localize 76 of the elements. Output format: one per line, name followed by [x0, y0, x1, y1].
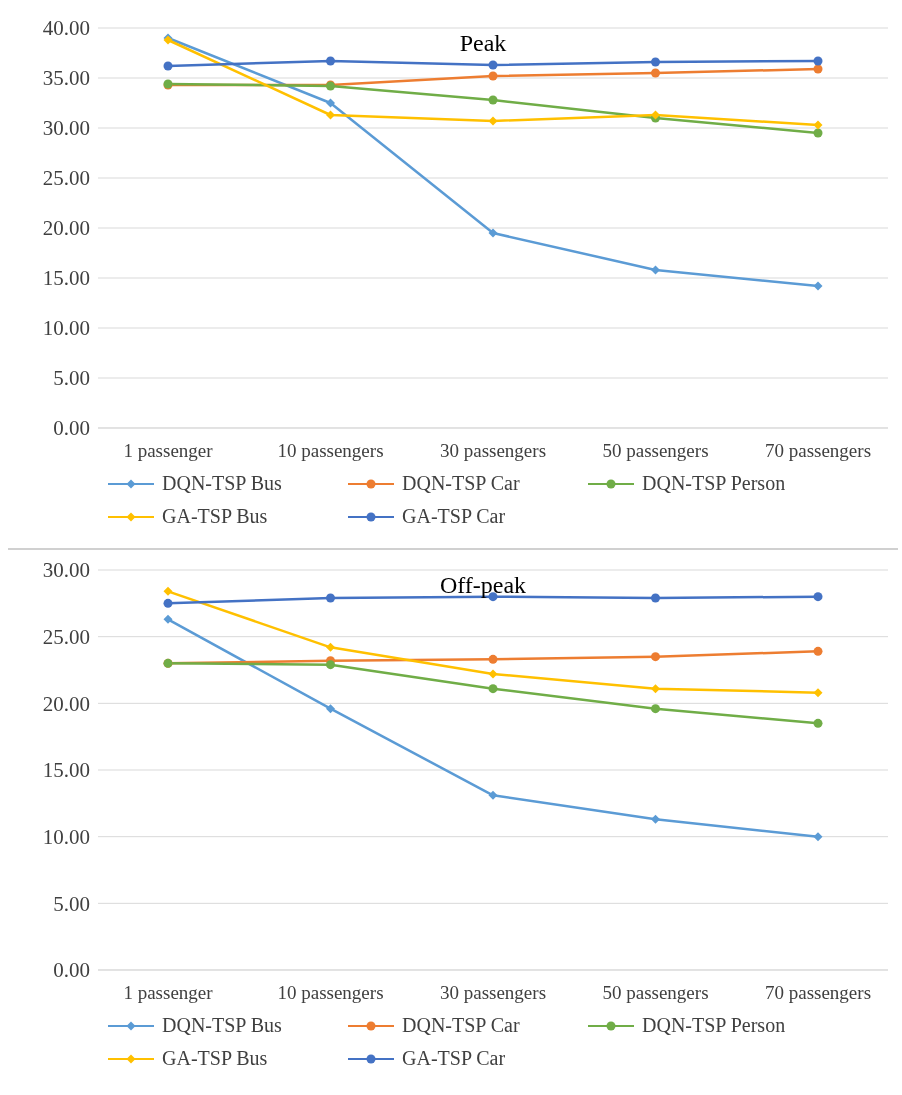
point [326, 660, 335, 670]
legend-label: DQN-TSP Person [642, 1014, 786, 1037]
legend-label: GA-TSP Car [402, 505, 506, 528]
legend-label: DQN-TSP Car [402, 472, 520, 495]
x-tick-label: 50 passengers [602, 982, 709, 1004]
x-tick-label: 10 passengers [277, 982, 384, 1004]
point [488, 228, 498, 238]
x-tick-label: 1 passenger [123, 982, 214, 1004]
point [488, 71, 498, 81]
chart-title: Peak [459, 30, 507, 56]
y-tick-label: 5.00 [53, 366, 90, 391]
y-tick-label: 5.00 [53, 891, 90, 916]
point [813, 592, 823, 602]
point [488, 790, 498, 800]
y-tick-label: 20.00 [42, 216, 90, 241]
y-tick-label: 25.00 [42, 625, 90, 650]
y-tick-label: 15.00 [42, 266, 90, 291]
y-tick-label: 20.00 [42, 691, 90, 716]
point [813, 120, 823, 130]
point [651, 704, 660, 714]
point [651, 68, 660, 78]
point [488, 60, 498, 70]
point [488, 669, 498, 679]
legend-label: DQN-TSP Person [642, 472, 786, 495]
y-tick-label: 10.00 [42, 316, 90, 341]
point [813, 688, 823, 698]
y-tick-label: 15.00 [42, 758, 90, 783]
point [326, 110, 335, 120]
chart-title: Off-peak [439, 572, 527, 598]
point [813, 281, 823, 291]
point [163, 614, 173, 624]
legend-label: GA-TSP Car [402, 1047, 506, 1070]
point [651, 814, 660, 824]
point [326, 98, 335, 108]
legend-label: DQN-TSP Bus [162, 472, 282, 495]
point [813, 646, 823, 656]
point [651, 57, 660, 67]
y-tick-label: 0.00 [53, 416, 90, 441]
x-tick-label: 10 passengers [277, 440, 384, 462]
x-tick-label: 70 passengers [764, 982, 872, 1004]
y-tick-label: 40.00 [42, 16, 90, 41]
point [651, 265, 660, 275]
point [488, 654, 498, 664]
y-tick-label: 10.00 [42, 825, 90, 850]
legend-label: DQN-TSP Car [402, 1014, 520, 1037]
point [651, 652, 660, 662]
x-tick-label: 50 passengers [602, 440, 709, 462]
point [163, 586, 173, 596]
point [813, 64, 823, 74]
point [488, 95, 498, 105]
point [651, 593, 660, 603]
y-tick-label: 25.00 [42, 166, 90, 191]
point [488, 684, 498, 694]
point [326, 704, 335, 714]
point [326, 642, 335, 652]
point [813, 718, 823, 728]
y-tick-label: 30.00 [42, 558, 90, 583]
legend-label: DQN-TSP Bus [162, 1014, 282, 1037]
legend-label: GA-TSP Bus [162, 1047, 268, 1070]
x-tick-label: 70 passengers [764, 440, 872, 462]
point [488, 116, 498, 126]
x-tick-label: 30 passengers [439, 982, 547, 1004]
y-tick-label: 0.00 [53, 958, 90, 983]
point [326, 593, 335, 603]
x-tick-label: 30 passengers [439, 440, 547, 462]
point [813, 56, 823, 66]
x-tick-label: 1 passenger [123, 440, 214, 462]
point [813, 832, 823, 842]
legend-label: GA-TSP Bus [162, 505, 268, 528]
y-tick-label: 30.00 [42, 116, 90, 141]
point [813, 128, 823, 138]
point [651, 684, 660, 694]
point [163, 598, 173, 608]
y-tick-label: 35.00 [42, 66, 90, 91]
point [163, 61, 173, 71]
point [326, 56, 335, 66]
